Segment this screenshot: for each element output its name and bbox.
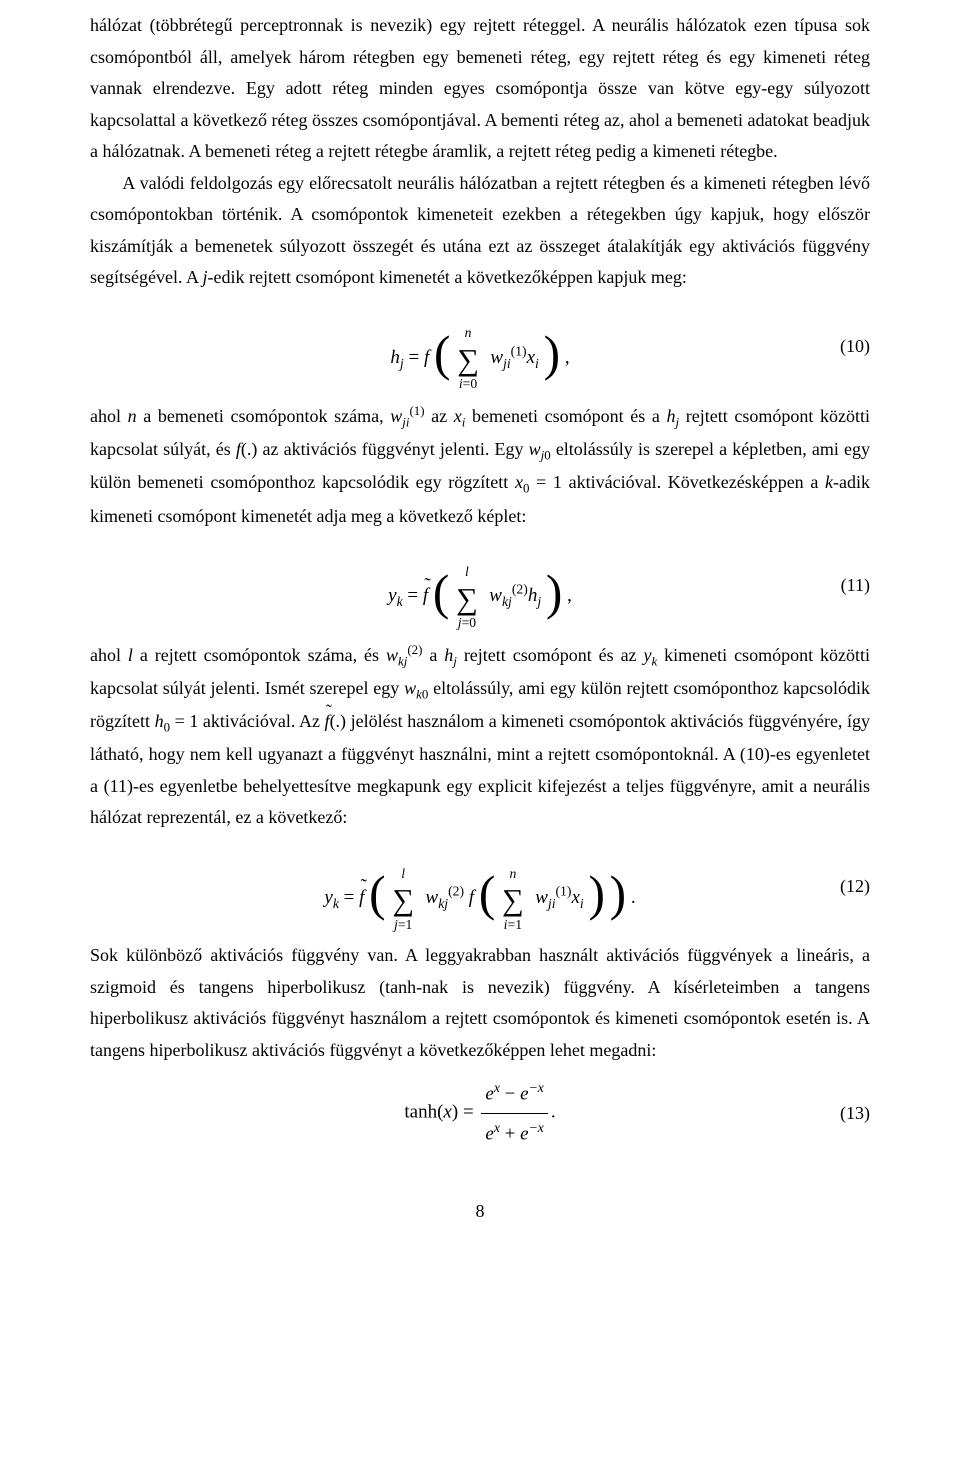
- math-ftilde: f(.): [325, 711, 347, 731]
- equation-12: yk = f ( l∑j=1 wkj(2) f ( n∑i=1 wji(1)xi…: [90, 844, 870, 930]
- math-fdot: f(.): [236, 439, 258, 459]
- math-n: n: [128, 406, 137, 426]
- equation-11: yk = f ( l∑j=0 wkj(2)hj ) , (11): [90, 542, 870, 628]
- p3-c: az: [425, 406, 454, 426]
- math-wkj2: wkj(2): [386, 645, 422, 665]
- p4-c: a: [422, 645, 444, 665]
- equation-11-number: (11): [841, 570, 870, 602]
- p4-g: aktivációval. Az: [198, 711, 324, 731]
- math-yk: yk: [643, 645, 657, 665]
- paragraph-2: A valódi feldolgozás egy előrecsatolt ne…: [90, 168, 870, 294]
- paragraph-5: Sok különböző aktivációs függvény van. A…: [90, 940, 870, 1066]
- p3-b: a bemeneti csomópontok száma,: [137, 406, 391, 426]
- paragraph-4: ahol l a rejtett csomópontok száma, és w…: [90, 639, 870, 834]
- math-wk0: wk0: [404, 678, 428, 698]
- p4-b: a rejtett csomópontok száma, és: [133, 645, 386, 665]
- paragraph-1-text: hálózat (többrétegű perceptronnak is nev…: [90, 15, 870, 161]
- p4-d: rejtett csomópont és az: [457, 645, 644, 665]
- math-wj0: wj0: [529, 439, 551, 459]
- p4-a: ahol: [90, 645, 128, 665]
- equation-10-number: (10): [840, 331, 870, 363]
- equation-13-body: tanh(x) = ex − e−x ex + e−x .: [404, 1076, 555, 1150]
- math-xi: xi: [454, 406, 466, 426]
- math-h0: h0 = 1: [155, 711, 199, 731]
- math-x0: x0 = 1: [515, 472, 562, 492]
- math-wji1: wji(1): [390, 406, 424, 426]
- equation-13-number: (13): [840, 1098, 870, 1130]
- p3-d: bemeneti csomópont és a: [465, 406, 666, 426]
- page-number: 8: [90, 1196, 870, 1228]
- p3-h: aktivációval. Következésképpen a: [562, 472, 825, 492]
- p3-a: ahol: [90, 406, 128, 426]
- paragraph-1: hálózat (többrétegű perceptronnak is nev…: [90, 10, 870, 168]
- p5-text: Sok különböző aktivációs függvény van. A…: [90, 945, 870, 1060]
- math-hj2: hj: [444, 645, 457, 665]
- equation-11-body: yk = f ( l∑j=0 wkj(2)hj ) ,: [388, 542, 572, 628]
- paragraph-3: ahol n a bemeneti csomópontok száma, wji…: [90, 400, 870, 532]
- p2-b: -edik rejtett csomópont kimenetét a köve…: [208, 267, 687, 287]
- equation-10: hj = f ( n∑i=0 wji(1)xi ) , (10): [90, 304, 870, 390]
- math-k: k: [825, 472, 833, 492]
- equation-13: tanh(x) = ex − e−x ex + e−x . (13): [90, 1076, 870, 1150]
- math-hj: hj: [667, 406, 680, 426]
- p3-f: az aktivációs függvényt jelenti. Egy: [257, 439, 528, 459]
- equation-10-body: hj = f ( n∑i=0 wji(1)xi ) ,: [390, 304, 569, 390]
- equation-12-number: (12): [840, 871, 870, 903]
- equation-12-body: yk = f ( l∑j=1 wkj(2) f ( n∑i=1 wji(1)xi…: [324, 844, 635, 930]
